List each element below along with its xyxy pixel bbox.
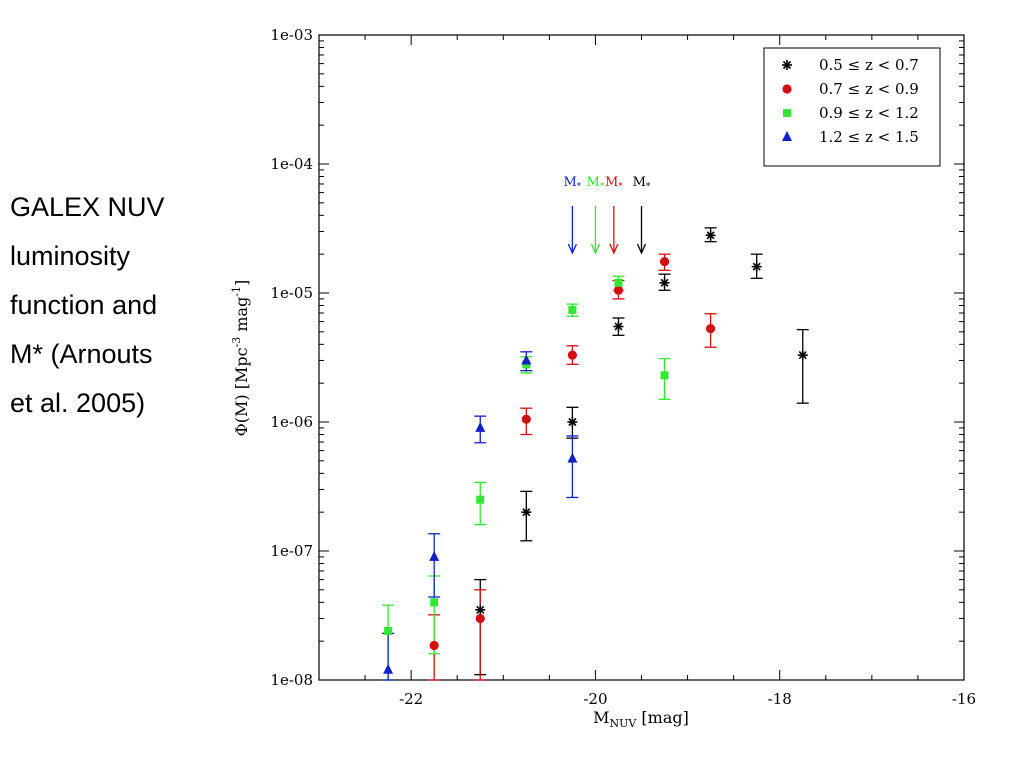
data-point xyxy=(567,350,577,360)
x-axis-label-main: M xyxy=(593,708,609,727)
mstar-arrowhead xyxy=(590,243,601,255)
figure-caption: GALEX NUV luminosity function and M* (Ar… xyxy=(10,183,225,428)
data-point xyxy=(383,663,394,674)
data-point xyxy=(384,626,393,635)
legend-box xyxy=(763,47,941,167)
y-tick-label: 1e-06 xyxy=(270,413,313,431)
data-point xyxy=(475,604,486,615)
data-point xyxy=(613,285,624,295)
y-axis-label-sup1: -3 xyxy=(230,337,243,348)
mstar-arrowhead xyxy=(609,243,619,255)
data-point xyxy=(475,421,486,432)
y-axis-label-post: ] xyxy=(232,280,251,286)
mstar-label: M* xyxy=(587,175,605,192)
caption-line: GALEX NUV xyxy=(10,192,165,222)
legend-label: 0.5 ≤ z < 0.7 xyxy=(819,56,919,74)
x-axis-label: MNUV [mag] xyxy=(593,708,689,730)
data-point xyxy=(660,371,669,380)
legend-label: 0.9 ≤ z < 1.2 xyxy=(819,104,919,122)
data-point xyxy=(797,350,808,361)
data-point xyxy=(659,257,670,267)
mstar-annotations: M* M* M* M* xyxy=(563,175,651,255)
data-point xyxy=(476,495,485,504)
data-point xyxy=(706,323,716,334)
mstar-label: M* xyxy=(605,175,623,192)
data-markers xyxy=(383,230,808,674)
mstar-arrowhead xyxy=(567,243,577,255)
data-point xyxy=(613,321,624,332)
y-axis-label-mid: mag xyxy=(232,297,251,337)
caption-line: et al. 2005) xyxy=(10,388,146,418)
y-tick-label: 1e-03 xyxy=(270,26,313,44)
axis-ticks xyxy=(318,34,965,681)
y-axis-label-pre: Φ(M) [Mpc xyxy=(232,347,251,436)
data-point xyxy=(521,414,531,424)
x-tick-label: -18 xyxy=(768,690,792,708)
data-point xyxy=(568,305,577,314)
legend-marker xyxy=(782,60,792,70)
data-point xyxy=(521,354,532,365)
x-tick-label: -16 xyxy=(952,690,976,708)
data-point xyxy=(751,261,762,272)
mstar-label: M* xyxy=(633,175,651,192)
caption-line: M* (Arnouts xyxy=(10,339,153,369)
axis-tick-labels: -22 -20 -18 -16 1e-08 1e-07 1e-06 1e-05 1e-04 1e-… xyxy=(270,26,976,708)
error-bars xyxy=(382,227,809,681)
legend-marker xyxy=(782,131,792,141)
data-point xyxy=(567,417,578,427)
data-point xyxy=(475,613,485,624)
data-point xyxy=(429,640,439,651)
legend-label: 1.2 ≤ z < 1.5 xyxy=(819,128,919,146)
data-point xyxy=(430,598,439,607)
x-axis-label-rest: [mag] xyxy=(636,708,689,727)
caption-line: function and xyxy=(10,290,158,320)
mstar-label: M* xyxy=(563,175,581,192)
x-axis-label-sub: NUV xyxy=(610,717,638,730)
y-axis-label: Φ(M) [Mpc-3 mag-1] xyxy=(230,280,251,437)
y-tick-label: 1e-07 xyxy=(270,542,313,560)
data-point xyxy=(659,277,670,288)
x-tick-label: -22 xyxy=(399,690,423,708)
y-tick-label: 1e-08 xyxy=(270,671,313,689)
data-point xyxy=(429,550,440,561)
x-tick-label: -20 xyxy=(583,690,607,708)
mstar-arrowhead xyxy=(636,243,647,255)
data-point xyxy=(614,278,623,287)
data-point xyxy=(705,230,716,241)
y-tick-label: 1e-05 xyxy=(270,284,313,302)
y-axis-label-sup2: -1 xyxy=(230,286,243,297)
data-point xyxy=(521,507,532,518)
y-tick-label: 1e-04 xyxy=(270,155,313,173)
caption-line: luminosity xyxy=(10,241,131,271)
legend-marker xyxy=(782,84,792,94)
data-point xyxy=(567,452,578,463)
legend-label: 0.7 ≤ z < 0.9 xyxy=(819,80,919,98)
legend-marker xyxy=(783,109,791,117)
legend: 0.5 ≤ z < 0.7 0.7 ≤ z < 0.9 0.9 ≤ z < 1.2 1… xyxy=(763,47,941,167)
